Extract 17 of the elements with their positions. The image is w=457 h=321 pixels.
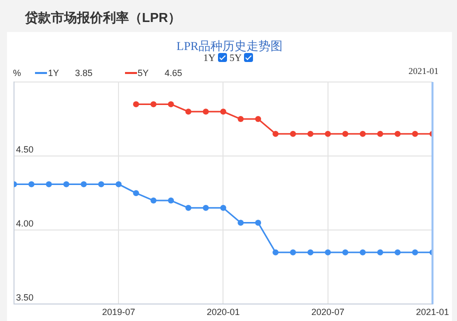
text: 5Y [230,53,242,64]
text: 4.65 [164,68,182,78]
y-axis-title: % [13,68,22,78]
text: 1Y [203,53,216,64]
x-tick-label: 2020-01 [206,307,240,318]
chart-subtitle: LPR品种历史走势图 [175,38,284,54]
chart-title: 贷款市场报价利率（LPR） [25,9,181,27]
x-tick-label: 2019-07 [102,307,136,318]
y-tick-label: 3.50 [16,292,34,303]
y-tick-label: 4.50 [16,144,34,155]
text: 3.85 [75,68,93,78]
legend-label: 5Y [138,68,149,78]
y-tick-label: 4.00 [16,218,34,229]
x-tick-label: 2020-07 [311,307,344,318]
legend-label: 1Y [48,68,60,78]
x-tick-label: 2021-01 [416,307,449,318]
ref-line-label: 2021-01 [408,66,438,76]
